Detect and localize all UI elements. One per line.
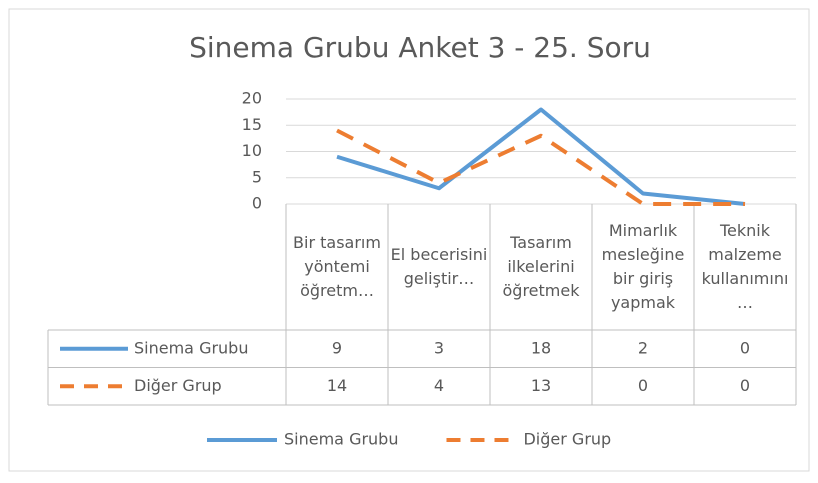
category-cell: Tasarım ilkelerini öğretmek bbox=[502, 233, 580, 300]
table-value: 13 bbox=[531, 376, 551, 395]
x-tick-label: Bir tasarım yöntemi öğretm… bbox=[293, 233, 381, 300]
category-cell: Bir tasarım yöntemi öğretm… bbox=[293, 233, 381, 300]
x-tick-label: Teknik malzeme kullanımını… bbox=[701, 221, 789, 312]
table-row-label: Diğer Grup bbox=[134, 376, 222, 395]
series-line bbox=[336, 128, 745, 206]
y-tick-label: 5 bbox=[252, 167, 262, 186]
table-value: 18 bbox=[531, 338, 551, 357]
y-tick-label: 0 bbox=[252, 194, 262, 213]
table-value: 2 bbox=[638, 338, 648, 357]
chart-border bbox=[8, 8, 810, 472]
y-tick-label: 15 bbox=[242, 115, 262, 134]
series-line bbox=[336, 107, 746, 206]
table-value: 4 bbox=[434, 376, 444, 395]
y-tick-label: 10 bbox=[242, 141, 262, 160]
y-tick-label: 20 bbox=[242, 89, 262, 108]
chart-title: Sinema Grubu Anket 3 - 25. Soru bbox=[189, 31, 651, 64]
table-value: 9 bbox=[332, 338, 342, 357]
table-value: 0 bbox=[638, 376, 648, 395]
table-row-label: Sinema Grubu bbox=[134, 338, 248, 357]
category-cell: El becerisini geliştir… bbox=[390, 245, 488, 288]
x-tick-label: El becerisini geliştir… bbox=[390, 245, 488, 288]
table-value: 0 bbox=[740, 376, 750, 395]
legend-label: Sinema Grubu bbox=[284, 430, 398, 449]
legend-label: Diğer Grup bbox=[523, 430, 611, 449]
x-tick-label: Mimarlık mesleğine bir giriş yapmak bbox=[601, 221, 685, 312]
table-value: 3 bbox=[434, 338, 444, 357]
table-value: 14 bbox=[327, 376, 347, 395]
category-cell: Teknik malzeme kullanımını… bbox=[701, 221, 789, 312]
category-cell: Mimarlık mesleğine bir giriş yapmak bbox=[601, 221, 685, 312]
table-value: 0 bbox=[740, 338, 750, 357]
x-tick-label: Tasarım ilkelerini öğretmek bbox=[502, 233, 580, 300]
